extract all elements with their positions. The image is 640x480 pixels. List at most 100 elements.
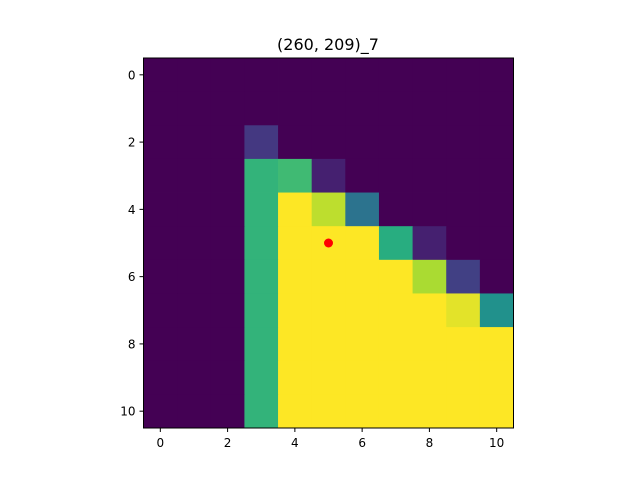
- heatmap-cell: [278, 192, 313, 227]
- heatmap-cell: [479, 125, 514, 160]
- heatmap-cell: [345, 158, 380, 193]
- heatmap-cell: [412, 226, 447, 261]
- heatmap-cell: [446, 394, 481, 429]
- heatmap-cell: [412, 125, 447, 160]
- marker-point: [324, 238, 333, 248]
- heatmap-cell: [177, 293, 212, 328]
- heatmap-cell: [479, 192, 514, 227]
- heatmap-cell: [345, 91, 380, 126]
- heatmap-cell: [479, 58, 514, 93]
- heatmap-cell: [446, 259, 481, 294]
- heatmap-cell: [479, 293, 514, 328]
- heatmap-cell: [345, 293, 380, 328]
- heatmap-cell: [311, 58, 346, 93]
- y-tick-label: 0: [128, 68, 136, 82]
- heatmap-cell: [311, 394, 346, 429]
- heatmap-cell: [278, 360, 313, 395]
- heatmap-cell: [210, 293, 245, 328]
- heatmap-cell: [378, 226, 413, 261]
- heatmap-cell: [345, 58, 380, 93]
- heatmap-cell: [345, 125, 380, 160]
- heatmap-cell: [378, 158, 413, 193]
- heatmap-cell: [311, 259, 346, 294]
- heatmap-cell: [378, 394, 413, 429]
- heatmap-cell: [479, 394, 514, 429]
- y-tick-label: 2: [128, 136, 136, 150]
- y-tick-label: 8: [128, 337, 136, 351]
- heatmap-cell: [210, 226, 245, 261]
- x-tick-label: 4: [291, 436, 299, 450]
- heatmap-cell: [177, 192, 212, 227]
- y-axis: 0 2 4 6 8 10: [120, 68, 144, 419]
- heatmap-cell: [177, 158, 212, 193]
- heatmap-cell: [278, 91, 313, 126]
- heatmap-cell: [244, 360, 279, 395]
- heatmap-cell: [177, 259, 212, 294]
- heatmap-cell: [244, 327, 279, 362]
- heatmap-cell: [244, 158, 279, 193]
- heatmap-cell: [244, 259, 279, 294]
- heatmap-cell: [479, 226, 514, 261]
- heatmap-cell: [244, 394, 279, 429]
- heatmap-cell: [311, 360, 346, 395]
- heatmap-cell: [177, 327, 212, 362]
- heatmap-cell: [143, 91, 178, 126]
- plot-frame: [143, 57, 514, 429]
- heatmap-cell: [345, 192, 380, 227]
- y-tick-label: 6: [128, 270, 136, 284]
- heatmap-cell: [278, 259, 313, 294]
- heatmap-cell: [210, 259, 245, 294]
- x-tick-label: 10: [489, 436, 504, 450]
- heatmap-cell: [244, 293, 279, 328]
- heatmap-cell: [446, 158, 481, 193]
- heatmap-cell: [244, 226, 279, 261]
- marker-layer: [324, 238, 333, 248]
- heatmap-cell: [479, 360, 514, 395]
- heatmap-cell: [177, 125, 212, 160]
- heatmap-cell: [345, 226, 380, 261]
- heatmap-cell: [278, 394, 313, 429]
- heatmap-cell: [446, 192, 481, 227]
- heatmap-cell: [412, 394, 447, 429]
- heatmap-cell: [412, 58, 447, 93]
- heatmap-cell: [143, 192, 178, 227]
- heatmap-cell: [378, 58, 413, 93]
- heatmap-cell: [345, 259, 380, 294]
- heatmap-cell: [210, 394, 245, 429]
- heatmap-cell: [210, 58, 245, 93]
- heatmap-cell: [244, 192, 279, 227]
- heatmap-cell: [210, 91, 245, 126]
- heatmap-cells: [143, 58, 514, 429]
- heatmap-cell: [177, 226, 212, 261]
- heatmap-cell: [446, 58, 481, 93]
- heatmap-cell: [210, 192, 245, 227]
- heatmap-cell: [412, 327, 447, 362]
- chart-title: (260, 209)_7: [277, 35, 379, 55]
- heatmap-cell: [345, 394, 380, 429]
- heatmap-cell: [412, 158, 447, 193]
- heatmap-cell: [278, 158, 313, 193]
- heatmap-cell: [378, 293, 413, 328]
- heatmap-cell: [143, 58, 178, 93]
- heatmap-cell: [378, 259, 413, 294]
- heatmap-cell: [143, 293, 178, 328]
- heatmap-cell: [345, 327, 380, 362]
- heatmap-cell: [177, 360, 212, 395]
- heatmap-cell: [446, 327, 481, 362]
- heatmap-cell: [412, 192, 447, 227]
- heatmap-cell: [378, 360, 413, 395]
- heatmap-cell: [479, 259, 514, 294]
- heatmap-cell: [311, 91, 346, 126]
- heatmap-cell: [278, 327, 313, 362]
- x-axis: 0 2 4 6 8 10: [156, 428, 504, 450]
- heatmap-cell: [446, 226, 481, 261]
- x-tick-label: 2: [224, 436, 232, 450]
- heatmap-cell: [412, 360, 447, 395]
- heatmap-cell: [177, 58, 212, 93]
- heatmap-cell: [210, 327, 245, 362]
- heatmap-cell: [278, 293, 313, 328]
- heatmap-cell: [210, 125, 245, 160]
- heatmap-cell: [143, 125, 178, 160]
- heatmap-cell: [479, 91, 514, 126]
